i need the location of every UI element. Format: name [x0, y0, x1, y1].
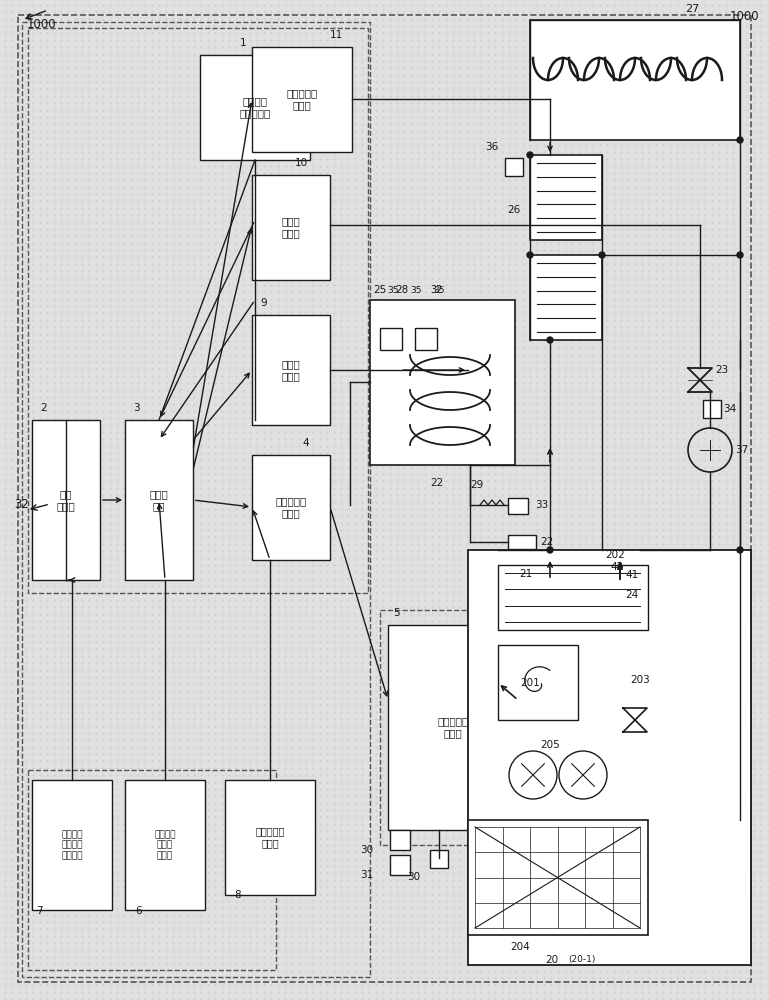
Bar: [200, 55, 310, 160]
Text: 33: 33: [535, 500, 548, 510]
Text: 運転切
接部: 運転切 接部: [150, 489, 168, 511]
Text: 32: 32: [430, 285, 442, 295]
Bar: [508, 535, 536, 549]
Bar: [530, 20, 740, 140]
Text: 26: 26: [507, 205, 520, 215]
Text: 22: 22: [540, 537, 553, 547]
Text: 運転切接
手動設定部: 運転切接 手動設定部: [239, 96, 271, 118]
Bar: [508, 498, 528, 514]
Text: 压缩机频率
控制部: 压缩机频率 控制部: [438, 716, 468, 738]
Text: 20: 20: [545, 955, 558, 965]
Bar: [388, 625, 518, 830]
Bar: [468, 550, 751, 965]
Text: 循環泵
控制部: 循環泵 控制部: [281, 359, 301, 381]
Text: 35: 35: [433, 286, 444, 295]
Text: 6: 6: [135, 906, 141, 916]
Text: 31: 31: [360, 870, 373, 880]
Circle shape: [737, 252, 743, 258]
Text: 辅助加热器
控制部: 辅助加热器 控制部: [286, 88, 318, 110]
Text: 42: 42: [610, 562, 623, 572]
Circle shape: [527, 152, 533, 158]
Bar: [390, 830, 410, 850]
Text: 35: 35: [387, 286, 398, 295]
Circle shape: [737, 547, 743, 553]
Circle shape: [599, 252, 605, 258]
Text: 29: 29: [470, 480, 483, 490]
Text: 運転切接
判定値
設定部: 運転切接 判定値 設定部: [155, 830, 176, 860]
Text: 202: 202: [605, 550, 624, 560]
Text: 25: 25: [373, 285, 386, 295]
Text: (20-1): (20-1): [568, 955, 595, 964]
Bar: [32, 420, 100, 580]
Bar: [468, 820, 648, 935]
Text: 7: 7: [36, 906, 42, 916]
Text: 36: 36: [484, 142, 498, 152]
Text: 21: 21: [519, 569, 532, 579]
Bar: [125, 780, 205, 910]
Text: 27: 27: [685, 4, 699, 14]
Text: 5: 5: [393, 608, 400, 618]
Text: 203: 203: [630, 675, 650, 685]
Text: 11: 11: [330, 30, 343, 40]
Text: 22: 22: [430, 478, 443, 488]
Bar: [32, 780, 112, 910]
Circle shape: [737, 137, 743, 143]
Text: 204: 204: [510, 942, 530, 952]
Text: 32: 32: [14, 498, 29, 512]
Text: 4: 4: [302, 438, 308, 448]
Bar: [498, 565, 648, 630]
Text: 3: 3: [133, 403, 140, 413]
Text: 三通阀
切換部: 三通阀 切換部: [281, 216, 301, 238]
Bar: [530, 255, 602, 340]
Text: 9: 9: [260, 298, 267, 308]
Bar: [505, 158, 523, 176]
Bar: [530, 155, 602, 240]
Bar: [703, 400, 721, 418]
Bar: [125, 420, 193, 580]
Bar: [22, 22, 370, 977]
Text: 28: 28: [395, 285, 408, 295]
Bar: [415, 328, 437, 350]
Text: 1000: 1000: [730, 10, 760, 23]
Text: 10: 10: [295, 158, 308, 168]
Bar: [430, 850, 448, 868]
Text: 压缩机频率
設定部: 压缩机频率 設定部: [275, 496, 307, 518]
Bar: [390, 855, 410, 875]
Text: 37: 37: [735, 445, 748, 455]
Bar: [252, 455, 330, 560]
Bar: [252, 315, 330, 425]
Bar: [252, 47, 352, 152]
Circle shape: [547, 547, 553, 553]
Text: 30: 30: [407, 872, 420, 882]
Text: 8: 8: [234, 890, 241, 900]
Circle shape: [527, 252, 533, 258]
Text: 24: 24: [625, 590, 638, 600]
Bar: [28, 770, 276, 970]
Bar: [380, 610, 535, 845]
Bar: [370, 300, 515, 465]
Text: 30: 30: [360, 845, 373, 855]
Text: 23: 23: [715, 365, 728, 375]
Text: 控制設定値
設定部: 控制設定値 設定部: [255, 826, 285, 848]
Text: 205: 205: [540, 740, 560, 750]
Bar: [252, 175, 330, 280]
Bar: [28, 28, 368, 593]
Text: 水温
測量部: 水温 測量部: [57, 489, 75, 511]
Circle shape: [547, 337, 553, 343]
Text: 41: 41: [625, 570, 638, 580]
Text: 2: 2: [40, 403, 47, 413]
Bar: [225, 780, 315, 895]
Text: 1: 1: [240, 38, 247, 48]
Text: 201: 201: [520, 678, 540, 688]
Text: 1000: 1000: [27, 18, 57, 31]
Text: 34: 34: [723, 404, 736, 414]
Bar: [498, 645, 578, 720]
Text: 35: 35: [410, 286, 421, 295]
Text: 煮沸完成
判定傳感
器選択部: 煮沸完成 判定傳感 器選択部: [62, 830, 83, 860]
Bar: [380, 328, 402, 350]
